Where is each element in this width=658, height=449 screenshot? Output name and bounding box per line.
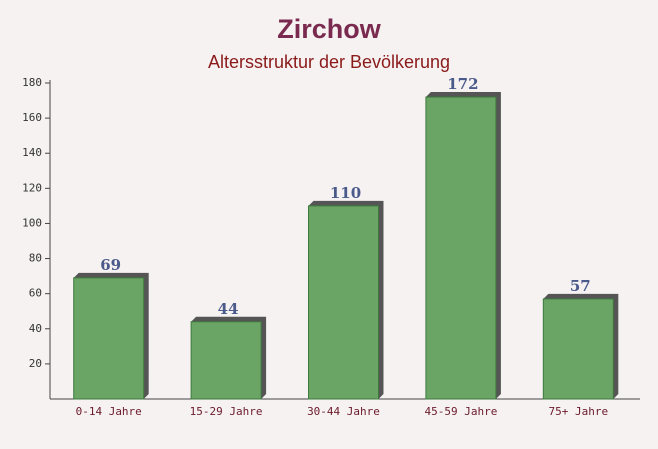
y-tick-label: 120 xyxy=(22,181,42,194)
value-label: 44 xyxy=(218,300,239,318)
y-tick-label: 80 xyxy=(29,252,42,265)
y-tick-label: 100 xyxy=(22,216,42,229)
bar xyxy=(308,205,379,400)
value-label: 69 xyxy=(100,256,121,274)
x-tick-label: 75+ Jahre xyxy=(548,405,608,418)
x-tick-label: 15-29 Jahre xyxy=(190,405,263,418)
bar xyxy=(425,96,497,400)
bar xyxy=(73,277,145,400)
value-label: 57 xyxy=(570,277,591,295)
x-tick-label: 0-14 Jahre xyxy=(76,405,142,418)
y-tick-label: 140 xyxy=(22,146,42,159)
y-tick-label: 40 xyxy=(29,322,42,335)
value-label: 110 xyxy=(330,184,361,202)
y-tick-label: 160 xyxy=(22,111,42,124)
y-tick-label: 180 xyxy=(22,76,42,89)
chart-subtitle: Altersstruktur der Bevölkerung xyxy=(208,52,450,72)
bar xyxy=(190,321,262,400)
chart-title: Zirchow xyxy=(277,14,382,44)
y-tick-label: 20 xyxy=(29,357,42,370)
x-tick-label: 30-44 Jahre xyxy=(307,405,380,418)
x-tick-label: 45-59 Jahre xyxy=(424,405,497,418)
value-label: 172 xyxy=(447,75,478,93)
bar xyxy=(542,298,614,400)
y-tick-label: 60 xyxy=(29,287,42,300)
